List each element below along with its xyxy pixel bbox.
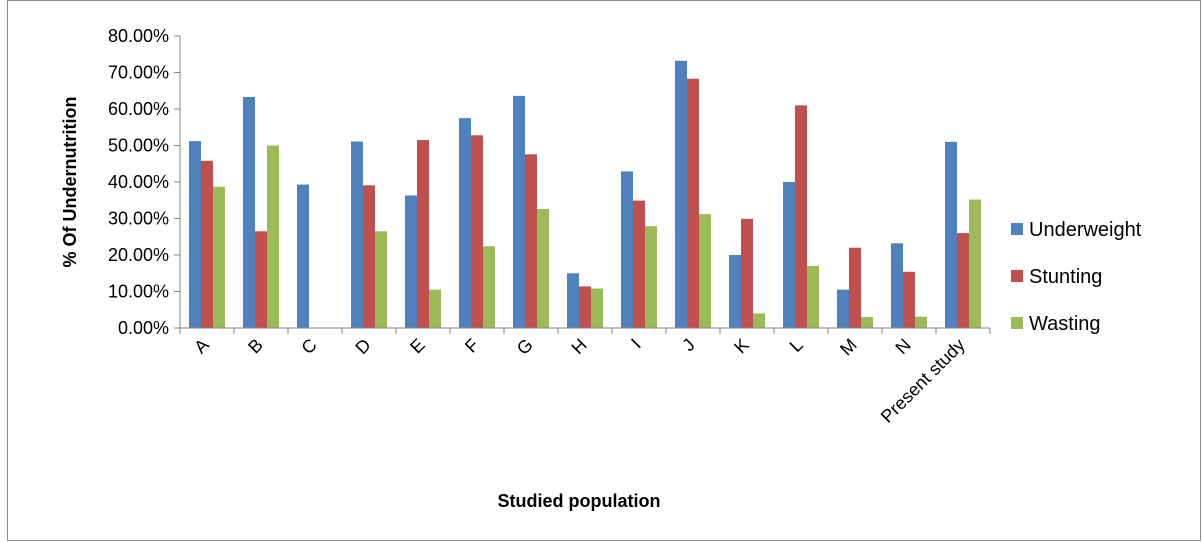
legend-label: Wasting <box>1029 313 1101 335</box>
bar-wasting <box>699 214 711 328</box>
legend-label: Underweight <box>1029 219 1142 241</box>
bar-underweight <box>837 289 849 328</box>
y-tick-label: 60.00% <box>108 99 169 119</box>
x-tick-label: J <box>678 335 699 356</box>
x-tick-label: C <box>297 335 320 358</box>
y-tick-label: 20.00% <box>108 245 169 265</box>
bar-wasting <box>969 199 981 328</box>
y-axis-ticks: 0.00% 10.00% 20.00% 30.00% 40.00% 50.00% 60.00… <box>108 26 180 338</box>
bar-wasting <box>807 265 819 328</box>
bar-underweight <box>243 96 255 328</box>
bar-wasting <box>483 246 495 328</box>
axis-lines <box>179 36 990 329</box>
y-tick-label: 40.00% <box>108 172 169 192</box>
legend-label: Stunting <box>1029 266 1102 288</box>
bar-wasting <box>537 209 549 328</box>
y-axis-title: % Of Undernutrition <box>60 97 80 268</box>
legend-swatch <box>1011 223 1023 235</box>
bar-stunting <box>579 286 591 328</box>
bar-wasting <box>591 288 603 328</box>
bar-underweight <box>189 141 201 328</box>
bar-stunting <box>633 200 645 328</box>
bar-underweight <box>297 184 309 328</box>
x-tick-label: E <box>406 335 429 358</box>
bar-underweight <box>729 255 741 328</box>
x-tick-label: H <box>567 335 590 358</box>
x-axis-title: Studied population <box>498 491 661 511</box>
bar-wasting <box>861 317 873 328</box>
chart-frame: 0.00% 10.00% 20.00% 30.00% 40.00% 50.00% 60.00… <box>7 0 1201 541</box>
bar-underweight <box>351 141 363 328</box>
bar-wasting <box>753 313 765 328</box>
bar-underweight <box>891 243 903 328</box>
bar-stunting <box>471 135 483 328</box>
bar-underweight <box>567 273 579 328</box>
y-tick-label: 0.00% <box>118 318 169 338</box>
x-tick-label: I <box>627 335 645 353</box>
legend-swatch <box>1011 317 1023 329</box>
bar-stunting <box>795 105 807 328</box>
bar-chart: 0.00% 10.00% 20.00% 30.00% 40.00% 50.00% 60.00… <box>60 26 1142 511</box>
x-tick-label: Present study <box>877 335 969 427</box>
bar-wasting <box>915 316 927 328</box>
bars <box>189 60 981 328</box>
bar-underweight <box>945 141 957 328</box>
bar-underweight <box>459 118 471 328</box>
bar-underweight <box>513 95 525 328</box>
bar-stunting <box>417 140 429 328</box>
x-tick-label: G <box>513 335 537 359</box>
x-tick-label: L <box>786 335 807 356</box>
y-tick-label: 10.00% <box>108 282 169 302</box>
bar-underweight <box>621 171 633 328</box>
legend-swatch <box>1011 270 1023 282</box>
bar-wasting <box>645 226 657 328</box>
bar-wasting <box>375 231 387 328</box>
legend: Underweight Stunting Wasting <box>1011 219 1142 335</box>
y-tick-label: 50.00% <box>108 136 169 156</box>
x-tick-label: N <box>891 335 914 358</box>
x-tick-label: B <box>244 335 267 358</box>
x-tick-label: K <box>730 335 753 358</box>
bar-stunting <box>687 78 699 328</box>
bar-wasting <box>213 186 225 328</box>
bar-wasting <box>429 289 441 328</box>
bar-stunting <box>525 154 537 328</box>
bar-stunting <box>741 218 753 328</box>
bar-stunting <box>849 247 861 328</box>
y-tick-label: 30.00% <box>108 209 169 229</box>
y-tick-label: 80.00% <box>108 26 169 46</box>
bar-stunting <box>201 160 213 328</box>
bar-underweight <box>405 195 417 328</box>
bar-stunting <box>255 231 267 328</box>
y-tick-label: 70.00% <box>108 63 169 83</box>
x-tick-label: F <box>461 335 483 357</box>
bar-stunting <box>903 271 915 328</box>
x-tick-label: M <box>836 335 861 360</box>
bar-stunting <box>957 233 969 328</box>
bar-wasting <box>267 145 279 328</box>
bar-stunting <box>363 185 375 328</box>
bar-underweight <box>783 182 795 328</box>
bar-underweight <box>675 60 687 328</box>
x-tick-label: A <box>190 335 213 358</box>
x-tick-label: D <box>351 335 374 358</box>
